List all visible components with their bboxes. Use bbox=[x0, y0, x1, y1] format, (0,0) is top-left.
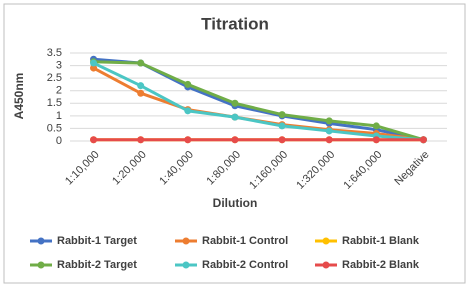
point bbox=[372, 136, 380, 144]
legend-marker bbox=[37, 261, 45, 269]
point bbox=[90, 136, 98, 144]
point bbox=[137, 59, 145, 67]
series-line bbox=[92, 61, 424, 142]
point bbox=[325, 117, 333, 125]
legend-marker bbox=[322, 261, 330, 269]
point bbox=[137, 136, 145, 144]
legend-marker bbox=[182, 237, 190, 245]
y-tick-label: 0 bbox=[56, 135, 62, 147]
legend-label: Rabbit-1 Target bbox=[57, 235, 137, 247]
legend-marker bbox=[322, 237, 330, 245]
y-tick-label: 3 bbox=[56, 59, 62, 71]
point bbox=[137, 82, 145, 90]
point bbox=[278, 136, 286, 144]
legend-label: Rabbit-1 Control bbox=[202, 235, 288, 247]
point bbox=[231, 113, 239, 121]
legend-label: Rabbit-2 Control bbox=[202, 259, 288, 271]
point bbox=[372, 122, 380, 130]
point bbox=[278, 111, 286, 119]
y-tick-label: 3.5 bbox=[47, 47, 62, 59]
point bbox=[325, 127, 333, 135]
point bbox=[231, 99, 239, 107]
chart-border bbox=[3, 3, 466, 284]
legend-marker bbox=[37, 237, 45, 245]
point bbox=[325, 136, 333, 144]
point bbox=[90, 59, 98, 67]
point bbox=[137, 89, 145, 97]
y-axis-label: A450nm bbox=[12, 73, 26, 120]
point bbox=[90, 64, 98, 72]
point bbox=[184, 136, 192, 144]
y-tick-label: 1 bbox=[56, 110, 62, 122]
point bbox=[184, 107, 192, 115]
series-line bbox=[93, 60, 424, 142]
point bbox=[278, 122, 286, 130]
chart-title: Titration bbox=[201, 14, 269, 33]
x-axis-label: Dilution bbox=[213, 196, 258, 210]
point bbox=[184, 80, 192, 88]
legend-label: Rabbit-2 Target bbox=[57, 259, 137, 271]
y-tick-label: 0.5 bbox=[47, 122, 62, 134]
legend-label: Rabbit-2 Blank bbox=[342, 259, 420, 271]
y-tick-label: 2.5 bbox=[47, 72, 62, 84]
point bbox=[419, 136, 427, 144]
legend-marker bbox=[182, 261, 190, 269]
y-tick-label: 1.5 bbox=[47, 97, 62, 109]
point bbox=[231, 136, 239, 144]
y-tick-label: 2 bbox=[56, 85, 62, 97]
legend-label: Rabbit-1 Blank bbox=[342, 235, 420, 247]
